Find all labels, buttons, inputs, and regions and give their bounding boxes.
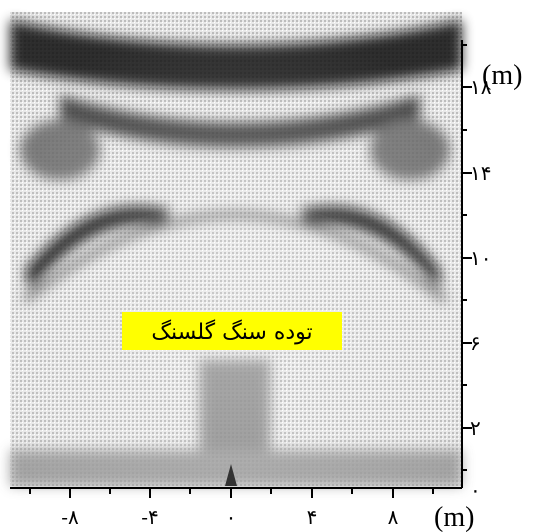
axes <box>10 40 472 498</box>
x-tick-label: ۰ <box>226 505 237 529</box>
x-tick-label: -۴ <box>141 505 159 529</box>
y-tick-label: ۱۴ <box>470 161 491 185</box>
x-tick-label: -۸ <box>61 505 79 529</box>
y-tick-label: ۶ <box>470 331 481 355</box>
annotation-box <box>122 312 342 350</box>
y-tick-label: ۲ <box>470 416 481 440</box>
x-tick-label: ۴ <box>307 505 318 529</box>
y-tick-label: ۱۸ <box>470 75 492 99</box>
y-tick-label: ۱۰ <box>470 246 491 270</box>
y-tick-label: ۰ <box>470 478 481 502</box>
x-tick-label: ۸ <box>388 505 399 529</box>
y-axis-unit: (m) <box>482 60 522 91</box>
x-axis-unit: (m) <box>434 502 474 532</box>
field-image <box>10 12 462 486</box>
annotation: توده سنگ گلسنگ <box>151 319 312 345</box>
